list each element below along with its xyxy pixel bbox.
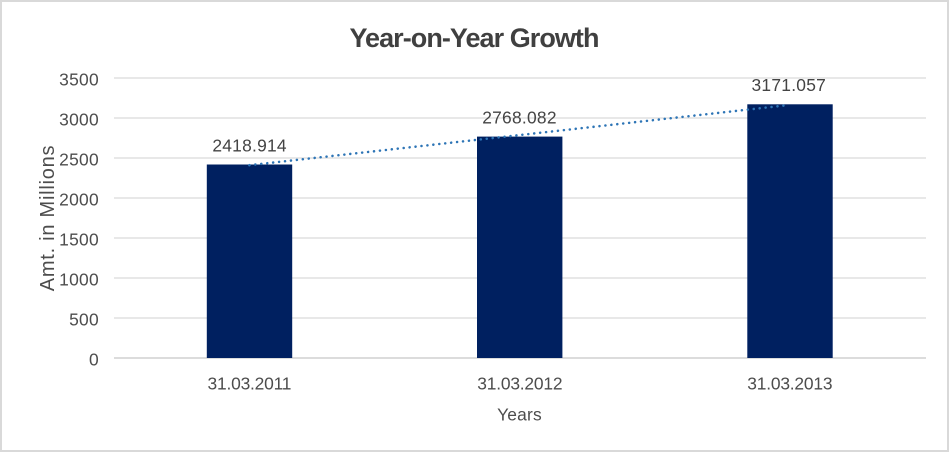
- svg-text:1500: 1500: [59, 229, 99, 249]
- svg-text:2500: 2500: [59, 149, 99, 169]
- svg-text:500: 500: [69, 309, 99, 329]
- svg-text:Amt. in Millions: Amt. in Millions: [37, 145, 59, 291]
- svg-text:2418.914: 2418.914: [212, 135, 287, 155]
- svg-text:2768.082: 2768.082: [482, 107, 557, 127]
- svg-text:3000: 3000: [59, 109, 99, 129]
- svg-text:31.03.2013: 31.03.2013: [747, 373, 832, 393]
- svg-text:3171.057: 3171.057: [752, 75, 827, 95]
- svg-text:3500: 3500: [59, 69, 99, 89]
- svg-text:1000: 1000: [59, 269, 99, 289]
- svg-text:0: 0: [89, 349, 99, 369]
- svg-text:Years: Years: [497, 404, 542, 424]
- svg-text:Year-on-Year Growth: Year-on-Year Growth: [349, 23, 598, 53]
- svg-text:31.03.2011: 31.03.2011: [208, 373, 292, 393]
- svg-text:2000: 2000: [59, 189, 99, 209]
- svg-text:31.03.2012: 31.03.2012: [477, 373, 562, 393]
